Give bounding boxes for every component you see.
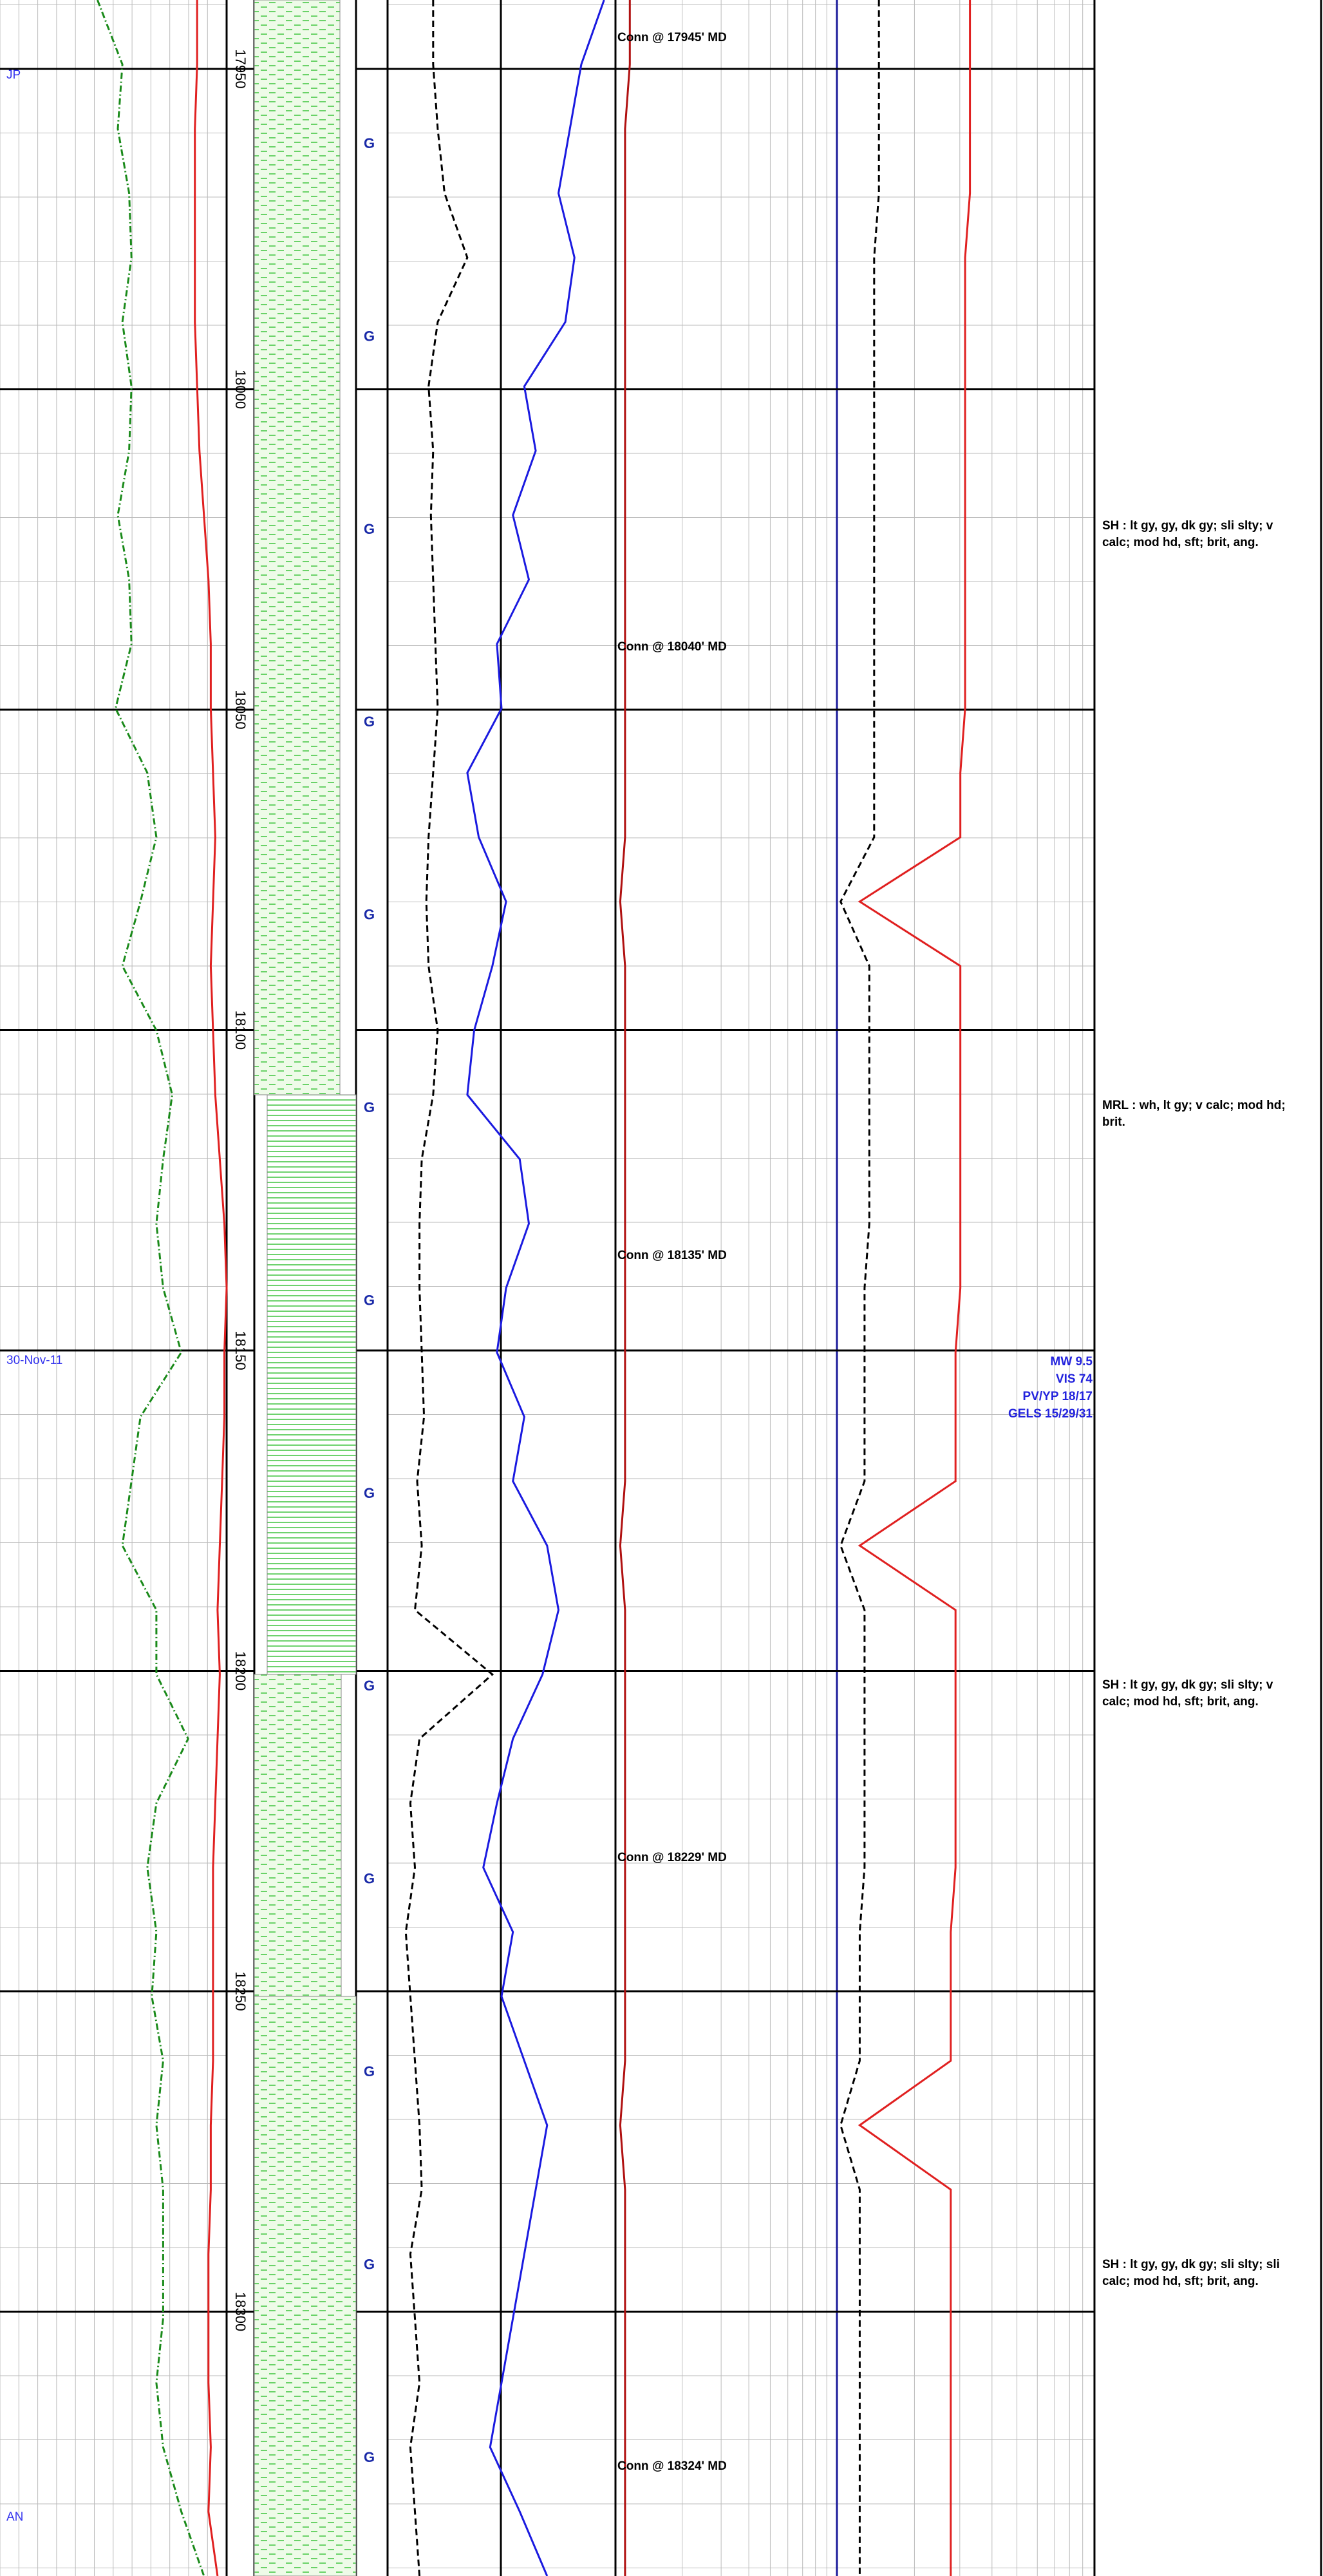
- gas-marker: G: [364, 714, 375, 730]
- depth-label: 18300: [232, 2292, 249, 2331]
- shale-interval: [254, 1674, 342, 1997]
- connection-note: Conn @ 17945' MD: [617, 31, 727, 44]
- gas-marker: G: [364, 2063, 375, 2079]
- lithology-description: SH : lt gy, gy, dk gy; sli slty; v: [1102, 1678, 1273, 1692]
- gas-marker: G: [364, 1678, 375, 1694]
- depth-label: 18100: [232, 1010, 249, 1050]
- note: 30-Nov-11: [6, 1354, 62, 1367]
- lithology-description: SH : lt gy, gy, dk gy; sli slty; sli: [1102, 2258, 1280, 2271]
- gas-marker: G: [364, 2449, 375, 2465]
- gas-marker: G: [364, 1099, 375, 1115]
- log-curve: [97, 0, 205, 2576]
- lithology-column: [254, 0, 357, 2576]
- gas-marker: G: [364, 2256, 375, 2272]
- curves: [97, 0, 971, 2576]
- gas-marker: G: [364, 328, 375, 344]
- gas-marker: G: [364, 135, 375, 151]
- log-curve: [858, 0, 971, 2576]
- mud-property: PV/YP 18/17: [1023, 1390, 1093, 1403]
- lithology-description: calc; mod hd, sft; brit, ang.: [1102, 2275, 1259, 2288]
- depth-label: 18200: [232, 1651, 249, 1690]
- lithology-description: calc; mod hd, sft; brit, ang.: [1102, 536, 1259, 549]
- depth-label: 18000: [232, 370, 249, 409]
- log-curve: [466, 0, 605, 2576]
- connection-note: Conn @ 18135' MD: [617, 1249, 727, 1262]
- shale-interval: [254, 0, 341, 1095]
- log-curve: [194, 0, 228, 2576]
- depth-label: 17950: [232, 49, 249, 88]
- gas-marker: G: [364, 1485, 375, 1501]
- depth-label: 18150: [232, 1331, 249, 1370]
- gas-marker: G: [364, 1871, 375, 1887]
- gas-marker: G: [364, 907, 375, 923]
- log-curve: [404, 0, 494, 2576]
- mud-property: GELS 15/29/31: [1008, 1407, 1093, 1421]
- connection-note: Conn @ 18040' MD: [617, 640, 727, 654]
- depth-label: 18250: [232, 1971, 249, 2011]
- connection-note: Conn @ 18324' MD: [617, 2459, 727, 2473]
- log-curve: [619, 0, 631, 2576]
- lithology-description: SH : lt gy, gy, dk gy; sli slty; v: [1102, 519, 1273, 533]
- shale-interval: [254, 1996, 357, 2576]
- lithology-description: brit.: [1102, 1115, 1125, 1129]
- lithology-description: calc; mod hd, sft; brit, ang.: [1102, 1695, 1259, 1709]
- gas-marker: G: [364, 521, 375, 537]
- gas-marker: G: [364, 1292, 375, 1308]
- lithology-description: MRL : wh, lt gy; v calc; mod hd;: [1102, 1099, 1286, 1112]
- mud-property: VIS 74: [1056, 1372, 1093, 1386]
- labels: JP 30-Nov-11 AN 17950 18000 18050 18100 1815…: [6, 31, 1286, 2524]
- log-curve: [840, 0, 880, 2576]
- note: JP: [6, 68, 21, 82]
- marl-interval: [267, 1094, 357, 1675]
- mud-property: MW 9.5: [1051, 1355, 1093, 1368]
- note: AN: [6, 2510, 23, 2524]
- depth-label: 18050: [232, 690, 249, 729]
- connection-note: Conn @ 18229' MD: [617, 1851, 727, 1864]
